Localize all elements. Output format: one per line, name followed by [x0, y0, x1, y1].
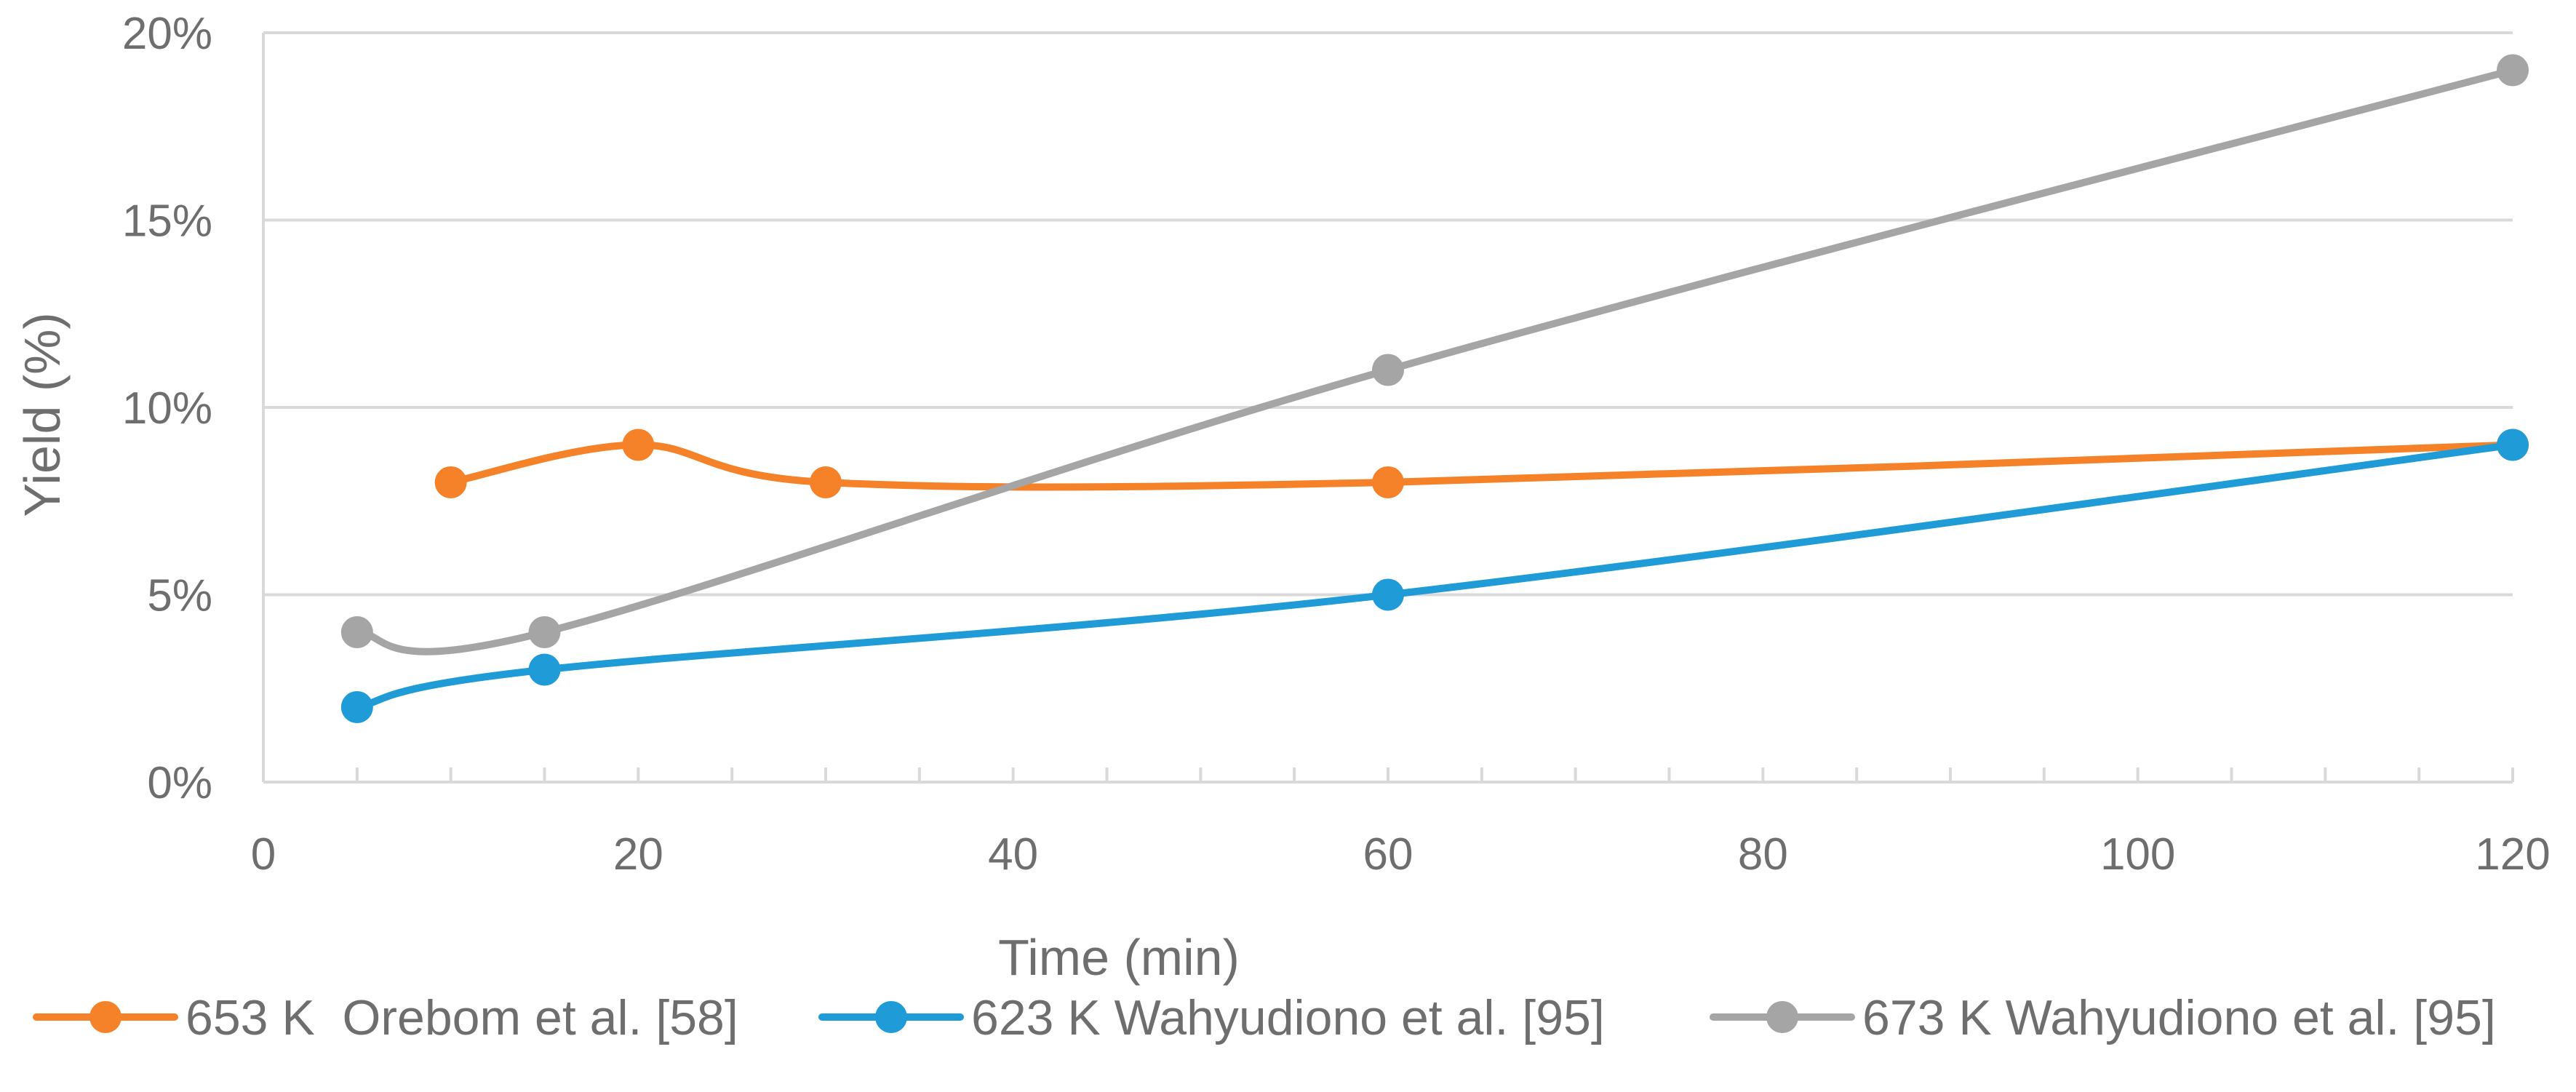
series-layer — [340, 54, 2529, 723]
y-tick-label: 20% — [122, 9, 212, 59]
data-point — [1372, 466, 1404, 498]
data-point — [434, 466, 467, 498]
axes — [262, 33, 2514, 784]
legend-item-2: 623 K Wahyudiono et al. [95] — [818, 990, 1605, 1045]
data-point — [528, 616, 561, 648]
data-point — [1372, 578, 1404, 611]
x-axis-title: Time (min) — [998, 929, 1240, 986]
legend-marker — [89, 1001, 121, 1033]
legend-label: 623 K Wahyudiono et al. [95] — [971, 990, 1605, 1045]
x-tick-label: 100 — [2100, 829, 2175, 880]
tick-labels: 0% 5% 10% 15% 20% 0 20 40 60 80 100 120 — [122, 9, 2551, 880]
data-point — [622, 429, 655, 461]
y-tick-label: 15% — [122, 196, 212, 247]
series-line — [353, 441, 2516, 711]
x-tick-label: 60 — [1363, 829, 1413, 880]
legend-item-1: 653 K Orebom et al. [58] — [33, 990, 738, 1045]
y-tick-label: 5% — [147, 571, 212, 621]
data-point — [340, 691, 373, 723]
series-3 — [340, 54, 2529, 655]
x-tick-label: 0 — [251, 829, 276, 880]
y-axis-title: Yield (%) — [14, 312, 71, 517]
legend: 653 K Orebom et al. [58] 623 K Wahyudiono… — [33, 990, 2496, 1045]
y-tick-label: 10% — [122, 383, 212, 434]
x-tick-label: 120 — [2475, 829, 2550, 880]
legend-marker — [875, 1001, 907, 1033]
y-tick-label: 0% — [147, 758, 212, 808]
data-point — [528, 653, 561, 686]
x-tick-label: 40 — [988, 829, 1038, 880]
legend-label: 653 K Orebom et al. [58] — [186, 990, 738, 1045]
data-point — [810, 466, 842, 498]
legend-marker — [1766, 1001, 1798, 1033]
series-2 — [340, 429, 2529, 723]
data-point — [1372, 354, 1404, 386]
series-line — [353, 66, 2516, 655]
series-line — [447, 441, 2516, 491]
legend-item-3: 673 K Wahyudiono et al. [95] — [1710, 990, 2496, 1045]
data-point — [2497, 429, 2529, 461]
legend-label: 673 K Wahyudiono et al. [95] — [1862, 990, 2496, 1045]
grid-lines — [263, 31, 2513, 597]
data-point — [2497, 54, 2529, 87]
data-point — [340, 616, 373, 648]
x-tick-label: 20 — [613, 829, 663, 880]
x-tick-label: 80 — [1738, 829, 1788, 880]
